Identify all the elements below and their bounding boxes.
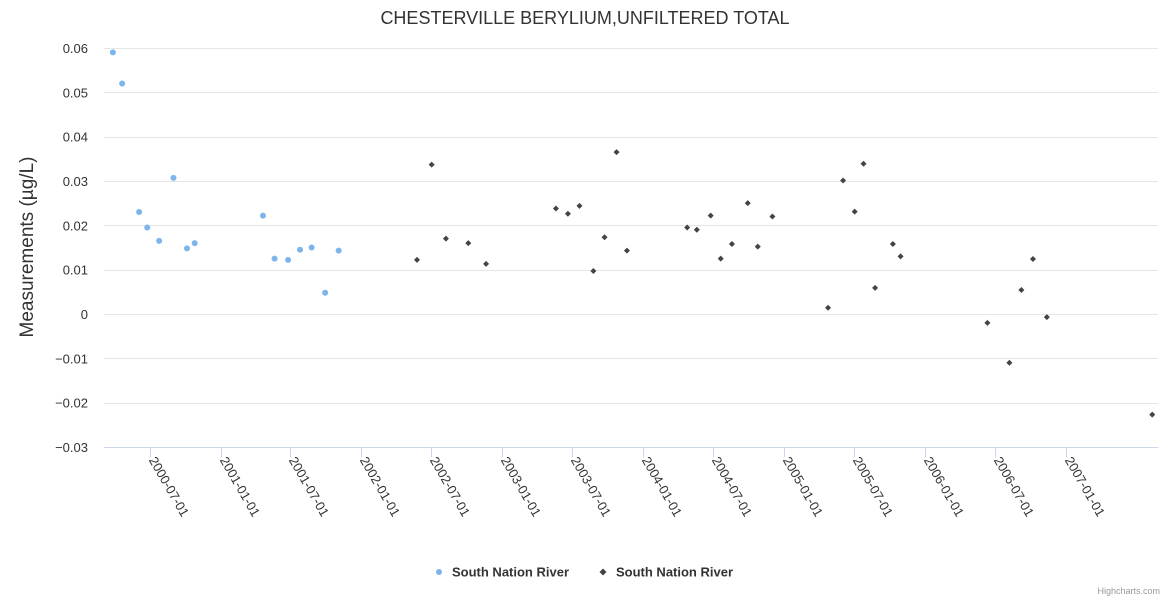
data-point-diamond[interactable] xyxy=(984,319,991,326)
legend-item-series-2[interactable]: South Nation River xyxy=(599,565,734,580)
data-point-diamond[interactable] xyxy=(1043,314,1050,321)
data-point-circle[interactable] xyxy=(322,289,329,296)
series-2 xyxy=(413,149,1156,418)
legend: South Nation River South Nation River xyxy=(436,565,733,580)
data-point-diamond[interactable] xyxy=(769,213,776,220)
legend-item-series-1[interactable]: South Nation River xyxy=(436,565,569,580)
data-point-diamond[interactable] xyxy=(825,304,832,311)
y-tick-label: 0.03 xyxy=(63,174,88,189)
data-point-circle[interactable] xyxy=(285,256,292,263)
y-tick-label: 0.02 xyxy=(63,218,88,233)
data-point-diamond[interactable] xyxy=(744,200,751,207)
data-point-diamond[interactable] xyxy=(728,240,735,247)
data-point-diamond[interactable] xyxy=(707,212,714,219)
data-point-diamond[interactable] xyxy=(889,240,896,247)
data-point-circle[interactable] xyxy=(156,237,163,244)
legend-label-series-2: South Nation River xyxy=(616,565,733,580)
data-point-diamond[interactable] xyxy=(897,253,904,260)
data-point-diamond[interactable] xyxy=(717,255,724,262)
data-point-circle[interactable] xyxy=(109,49,116,56)
chart-title: CHESTERVILLE BERYLIUM,UNFILTERED TOTAL xyxy=(380,8,789,28)
data-point-circle[interactable] xyxy=(183,245,190,252)
data-point-circle[interactable] xyxy=(271,255,278,262)
data-point-diamond[interactable] xyxy=(1029,256,1036,263)
y-tick-label: 0 xyxy=(81,307,88,322)
data-point-diamond[interactable] xyxy=(428,161,435,168)
series-1 xyxy=(109,49,342,296)
data-point-circle[interactable] xyxy=(170,174,177,181)
data-point-diamond[interactable] xyxy=(1018,287,1025,294)
legend-diamond-marker xyxy=(599,568,607,576)
legend-circle-marker xyxy=(436,569,442,575)
data-point-circle[interactable] xyxy=(335,247,342,254)
data-point-diamond[interactable] xyxy=(413,256,420,263)
y-axis-label: Measurements (µg/L) xyxy=(17,157,38,338)
data-point-diamond[interactable] xyxy=(576,202,583,209)
data-point-diamond[interactable] xyxy=(590,267,597,274)
y-tick-label: −0.03 xyxy=(55,440,88,455)
data-point-circle[interactable] xyxy=(260,212,267,219)
data-point-diamond[interactable] xyxy=(1006,359,1013,366)
data-point-diamond[interactable] xyxy=(442,235,449,242)
data-point-diamond[interactable] xyxy=(564,210,571,217)
data-point-diamond[interactable] xyxy=(860,160,867,167)
data-point-circle[interactable] xyxy=(191,240,198,247)
data-point-circle[interactable] xyxy=(308,244,315,251)
plot-area xyxy=(109,49,1156,418)
y-tick-label: −0.02 xyxy=(55,396,88,411)
data-point-diamond[interactable] xyxy=(601,234,608,241)
data-point-diamond[interactable] xyxy=(754,243,761,250)
data-point-circle[interactable] xyxy=(119,80,126,87)
data-point-diamond[interactable] xyxy=(552,205,559,212)
y-tick-label: 0.04 xyxy=(63,130,88,145)
data-point-diamond[interactable] xyxy=(684,224,691,231)
data-point-diamond[interactable] xyxy=(693,226,700,233)
legend-label-series-1: South Nation River xyxy=(452,565,569,580)
credits-link[interactable]: Highcharts.com xyxy=(1097,586,1160,596)
y-axis-ticks: 0.06 0.05 0.04 0.03 0.02 0.01 0 −0.01 −0.02 −0.03 xyxy=(55,41,88,455)
data-point-diamond[interactable] xyxy=(465,240,472,247)
y-tick-label: 0.06 xyxy=(63,41,88,56)
data-point-diamond[interactable] xyxy=(840,177,847,184)
y-tick-label: 0.05 xyxy=(63,85,88,100)
data-point-diamond[interactable] xyxy=(851,208,858,215)
data-point-diamond[interactable] xyxy=(623,247,630,254)
y-tick-label: −0.01 xyxy=(55,351,88,366)
y-tick-label: 0.01 xyxy=(63,263,88,278)
data-point-circle[interactable] xyxy=(297,246,304,253)
data-point-circle[interactable] xyxy=(144,224,151,231)
data-point-circle[interactable] xyxy=(136,209,143,216)
data-point-diamond[interactable] xyxy=(613,149,620,156)
data-point-diamond[interactable] xyxy=(483,260,490,267)
data-point-diamond[interactable] xyxy=(1149,411,1156,418)
data-point-diamond[interactable] xyxy=(872,284,879,291)
